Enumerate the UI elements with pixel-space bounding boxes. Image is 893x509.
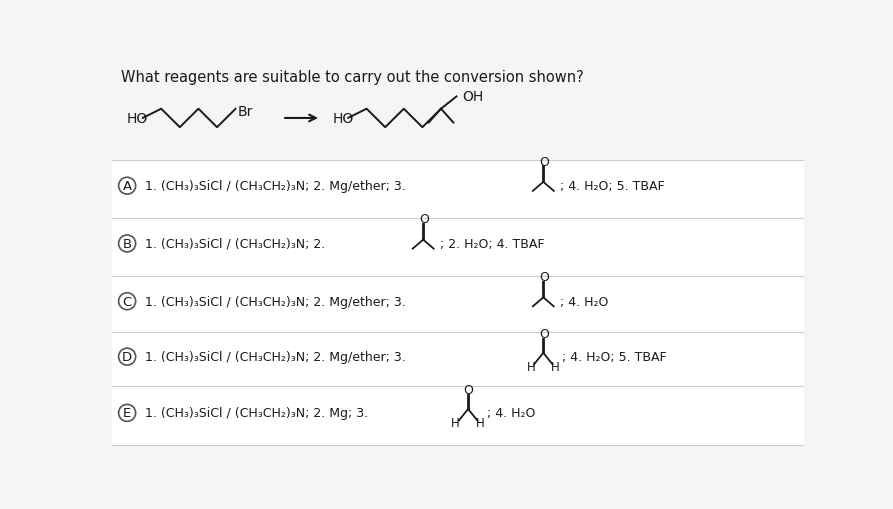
Text: ; 4. H₂O; 5. TBAF: ; 4. H₂O; 5. TBAF [562, 351, 666, 363]
Text: O: O [538, 327, 549, 341]
Text: O: O [419, 213, 429, 226]
Text: H: H [527, 360, 535, 374]
Text: ; 4. H₂O; 5. TBAF: ; 4. H₂O; 5. TBAF [560, 180, 665, 193]
Text: H: H [451, 416, 460, 430]
Text: D: D [122, 351, 132, 363]
Text: 1. (CH₃)₃SiCl / (CH₃CH₂)₃N; 2. Mg/ether; 3.: 1. (CH₃)₃SiCl / (CH₃CH₂)₃N; 2. Mg/ether;… [145, 351, 405, 363]
Text: 1. (CH₃)₃SiCl / (CH₃CH₂)₃N; 2. Mg/ether; 3.: 1. (CH₃)₃SiCl / (CH₃CH₂)₃N; 2. Mg/ether;… [145, 295, 405, 308]
Text: A: A [122, 180, 131, 193]
Text: C: C [122, 295, 132, 308]
Text: O: O [463, 383, 473, 397]
Text: H: H [476, 416, 485, 430]
Text: HO: HO [332, 112, 354, 126]
Text: 1. (CH₃)₃SiCl / (CH₃CH₂)₃N; 2.: 1. (CH₃)₃SiCl / (CH₃CH₂)₃N; 2. [145, 238, 325, 250]
Text: E: E [123, 407, 131, 419]
FancyBboxPatch shape [112, 332, 804, 386]
Text: O: O [538, 271, 549, 284]
Text: 1. (CH₃)₃SiCl / (CH₃CH₂)₃N; 2. Mg/ether; 3.: 1. (CH₃)₃SiCl / (CH₃CH₂)₃N; 2. Mg/ether;… [145, 180, 405, 193]
Text: OH: OH [463, 90, 484, 104]
FancyBboxPatch shape [112, 386, 804, 445]
Text: What reagents are suitable to carry out the conversion shown?: What reagents are suitable to carry out … [121, 70, 584, 86]
Text: HO: HO [127, 112, 148, 126]
Text: 1. (CH₃)₃SiCl / (CH₃CH₂)₃N; 2. Mg; 3.: 1. (CH₃)₃SiCl / (CH₃CH₂)₃N; 2. Mg; 3. [145, 407, 368, 419]
Text: ; 4. H₂O: ; 4. H₂O [560, 295, 609, 308]
Text: Br: Br [238, 105, 254, 119]
FancyBboxPatch shape [112, 276, 804, 332]
FancyBboxPatch shape [112, 219, 804, 276]
Text: ; 4. H₂O: ; 4. H₂O [487, 407, 535, 419]
Text: ; 2. H₂O; 4. TBAF: ; 2. H₂O; 4. TBAF [440, 238, 545, 250]
Text: O: O [538, 155, 549, 168]
Text: B: B [122, 238, 131, 250]
FancyBboxPatch shape [112, 161, 804, 219]
Text: H: H [551, 360, 560, 374]
